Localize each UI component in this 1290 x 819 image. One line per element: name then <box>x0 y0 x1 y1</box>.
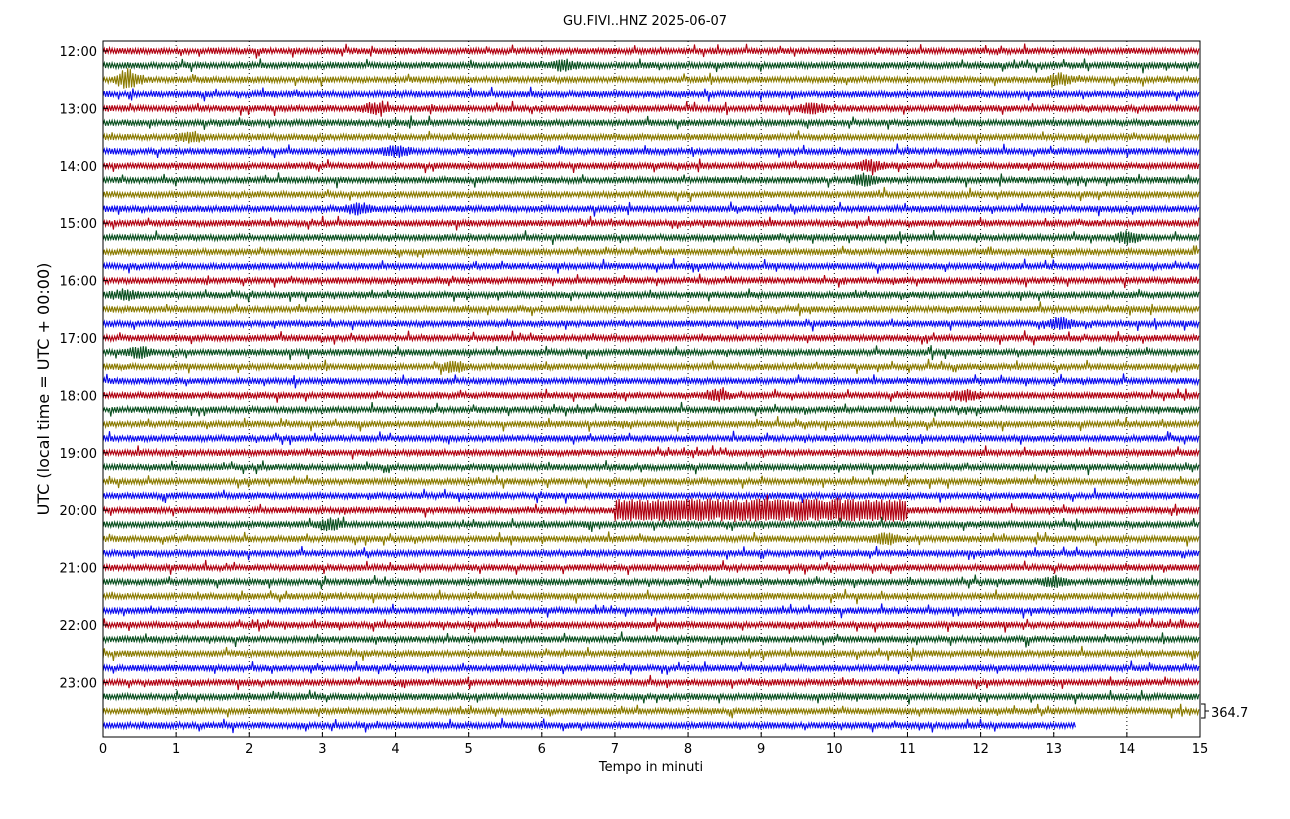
grid-lines <box>175 41 1128 737</box>
x-tick-label: 8 <box>684 742 692 757</box>
seismic-trace <box>102 645 1200 662</box>
x-tick-label: 10 <box>826 742 843 757</box>
seismic-trace <box>102 494 1200 523</box>
y-tick-label: 15:00 <box>60 217 97 232</box>
seismic-trace <box>102 531 1200 547</box>
seismic-trace <box>102 345 1200 361</box>
seismic-trace <box>102 387 1200 403</box>
seismic-trace <box>102 689 1200 705</box>
seismic-trace <box>102 445 1200 460</box>
seismic-trace <box>102 559 1200 575</box>
seismic-trace <box>102 617 1200 633</box>
y-tick-label: 16:00 <box>60 275 97 290</box>
y-tick-label: 12:00 <box>60 45 97 60</box>
seismic-trace <box>102 186 1200 202</box>
seismic-trace <box>102 43 1200 59</box>
seismic-trace <box>102 301 1200 317</box>
seismic-trace <box>102 230 1200 245</box>
y-tick-label: 20:00 <box>60 504 97 519</box>
seismic-trace <box>102 245 1200 259</box>
x-tick-label: 14 <box>1119 742 1136 757</box>
x-tick-label: 7 <box>611 742 619 757</box>
seismic-trace <box>102 130 1200 144</box>
x-tick-label: 2 <box>245 742 253 757</box>
x-tick-label: 12 <box>972 742 989 757</box>
seismic-trace <box>102 474 1200 489</box>
scale-bar: 364.7 <box>1201 703 1248 721</box>
seismic-trace <box>102 215 1200 231</box>
y-axis: 12:00 13:00 14:00 15:00 16:00 17:00 18:00 19:00… <box>60 45 108 691</box>
y-tick-label: 19:00 <box>60 447 97 462</box>
seismic-trace <box>102 703 1200 719</box>
y-tick-label: 22:00 <box>60 619 97 634</box>
x-axis-label: Tempo in minuti <box>598 760 703 775</box>
seismic-trace <box>102 330 1200 346</box>
x-tick-label: 0 <box>99 742 107 757</box>
seismic-trace <box>102 717 1076 734</box>
y-tick-label: 18:00 <box>60 389 97 404</box>
seismic-trace <box>102 487 1200 504</box>
seismic-trace <box>102 258 1200 274</box>
y-tick-label: 13:00 <box>60 102 97 117</box>
seismic-trace <box>102 660 1200 675</box>
seismic-trace <box>102 358 1200 375</box>
seismic-trace <box>102 288 1200 303</box>
x-tick-label: 1 <box>172 742 180 757</box>
chart-title: GU.FIVI..HNZ 2025-06-07 <box>563 14 727 29</box>
y-tick-label: 14:00 <box>60 160 97 175</box>
seismic-trace <box>102 546 1200 561</box>
x-tick-label: 6 <box>538 742 546 757</box>
x-tick-label: 9 <box>757 742 765 757</box>
seismic-trace <box>102 401 1200 417</box>
seismic-trace <box>102 316 1200 332</box>
x-tick-label: 5 <box>465 742 473 757</box>
y-axis-label: UTC (local time = UTC + 00:00) <box>34 263 53 516</box>
seismic-trace <box>102 143 1200 159</box>
seismic-trace <box>102 460 1200 476</box>
seismic-trace <box>102 516 1200 532</box>
seismic-trace <box>102 100 1200 117</box>
seismic-trace <box>102 603 1200 619</box>
y-tick-label: 17:00 <box>60 332 97 347</box>
seismic-trace <box>102 574 1200 590</box>
scale-label: 364.7 <box>1211 706 1248 721</box>
seismic-traces <box>102 43 1200 734</box>
x-tick-label: 15 <box>1192 742 1209 757</box>
x-tick-label: 11 <box>899 742 916 757</box>
seismic-trace <box>102 158 1200 176</box>
seismic-trace <box>102 416 1200 432</box>
y-tick-label: 21:00 <box>60 562 97 577</box>
seismic-trace <box>102 273 1200 289</box>
seismic-trace <box>102 172 1200 189</box>
seismic-trace <box>102 588 1200 605</box>
seismic-trace <box>102 201 1200 217</box>
seismic-trace <box>102 430 1200 446</box>
x-tick-label: 13 <box>1045 742 1062 757</box>
seismic-trace <box>102 58 1200 74</box>
plot-frame <box>102 40 1201 738</box>
seismic-trace <box>102 674 1200 691</box>
seismic-trace <box>102 86 1200 102</box>
x-tick-label: 4 <box>391 742 399 757</box>
x-axis: 0 1 2 3 4 5 6 7 8 9 10 11 12 13 14 15 <box>99 732 1208 757</box>
seismic-trace <box>102 631 1200 648</box>
y-tick-label: 23:00 <box>60 676 97 691</box>
seismic-trace <box>102 373 1200 389</box>
seismic-trace <box>102 115 1200 130</box>
seismic-trace <box>102 68 1200 89</box>
x-tick-label: 3 <box>318 742 326 757</box>
